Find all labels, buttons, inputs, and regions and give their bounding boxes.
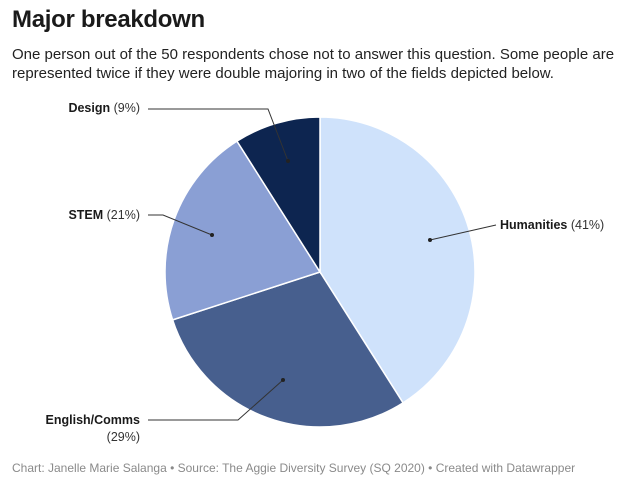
pie-slice-english-comms — [171, 271, 405, 428]
slice-label-pct: (29%) — [107, 430, 140, 444]
label-leader-lines — [148, 108, 497, 421]
slice-label-name: STEM — [68, 208, 103, 222]
leader-line — [429, 224, 497, 241]
pie-slice-humanities — [319, 116, 476, 404]
chart-subtitle: One person out of the 50 respondents cho… — [12, 46, 615, 82]
slice-label: Humanities (41%) — [500, 218, 604, 232]
slice-label-name: Humanities — [500, 218, 567, 232]
slice-label: STEM (21%) — [68, 208, 140, 222]
slice-label-pct: (21%) — [103, 208, 140, 222]
leader-dot — [286, 159, 290, 163]
leader-line — [148, 108, 289, 162]
slice-label-pct: (9%) — [110, 101, 140, 115]
leader-dot — [210, 233, 214, 237]
slice-label-name: Design — [68, 101, 110, 115]
chart-title: Major breakdown — [12, 6, 205, 33]
chart-footer: Chart: Janelle Marie Salanga • Source: T… — [12, 461, 576, 475]
slice-label: Design (9%) — [68, 101, 140, 115]
slice-labels: Humanities (41%) English/Comms (29%) STEM (… — [46, 101, 605, 444]
leader-line — [148, 379, 284, 421]
leader-dot — [281, 378, 285, 382]
slice-label-pct: (41%) — [567, 218, 604, 232]
slice-label-name: English/Comms — [46, 413, 141, 427]
pie-slices — [164, 116, 476, 428]
pie-slice-design — [235, 116, 321, 275]
slice-label: English/Comms — [46, 413, 141, 427]
leader-line — [148, 214, 213, 236]
leader-dot — [428, 238, 432, 242]
